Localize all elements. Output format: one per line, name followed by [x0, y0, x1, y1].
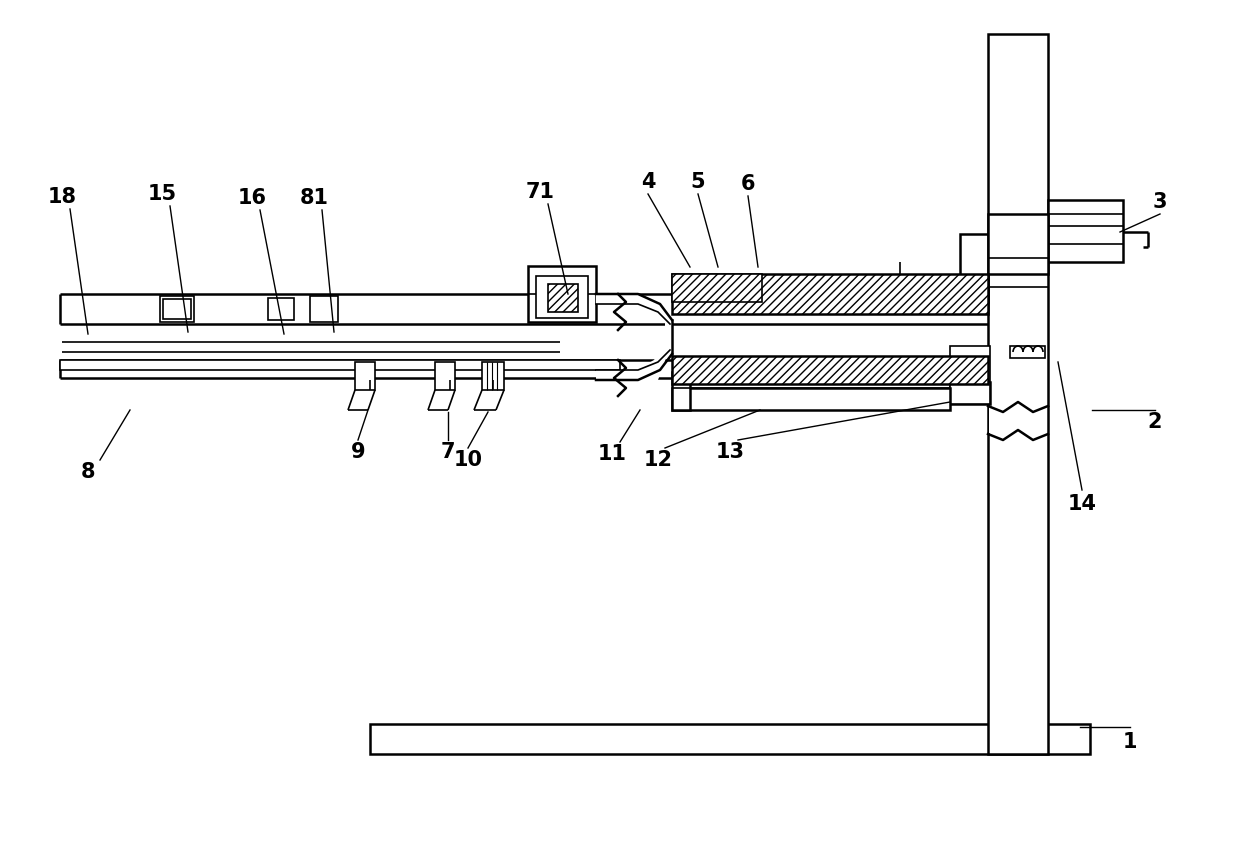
Text: 8: 8: [81, 462, 95, 482]
Bar: [960, 347, 988, 387]
Text: 12: 12: [644, 450, 672, 470]
Bar: [990, 406, 1047, 433]
Text: 15: 15: [148, 184, 176, 204]
Bar: [435, 362, 455, 390]
Text: 4: 4: [641, 172, 655, 192]
Text: 9: 9: [351, 442, 366, 462]
Bar: [672, 274, 988, 314]
Bar: [672, 274, 763, 302]
Bar: [672, 372, 689, 410]
Bar: [482, 362, 503, 390]
Text: 3: 3: [1153, 192, 1167, 212]
Bar: [268, 298, 294, 320]
Text: 81: 81: [300, 188, 329, 208]
Bar: [960, 234, 988, 302]
Bar: [355, 362, 374, 390]
Text: 5: 5: [691, 172, 706, 192]
Text: 2: 2: [1148, 412, 1162, 432]
Text: 1: 1: [1122, 732, 1137, 752]
Text: 6: 6: [740, 174, 755, 194]
Bar: [950, 346, 990, 404]
Bar: [672, 356, 988, 384]
Text: 18: 18: [47, 187, 77, 207]
Text: 10: 10: [454, 450, 482, 470]
Bar: [310, 296, 339, 322]
Bar: [60, 360, 620, 370]
Bar: [160, 296, 193, 322]
Polygon shape: [596, 294, 672, 380]
Bar: [528, 266, 596, 322]
Bar: [988, 214, 1048, 274]
Bar: [672, 388, 950, 410]
Bar: [950, 382, 990, 404]
Bar: [1011, 346, 1045, 358]
Bar: [988, 34, 1048, 754]
Text: 11: 11: [598, 444, 626, 464]
Text: 7: 7: [440, 442, 455, 462]
Bar: [162, 299, 191, 319]
Text: 16: 16: [238, 188, 267, 208]
Bar: [1048, 200, 1123, 262]
Text: 13: 13: [715, 442, 744, 462]
Text: 14: 14: [1068, 494, 1096, 514]
Bar: [370, 724, 1090, 754]
Bar: [548, 284, 578, 312]
Bar: [536, 276, 588, 318]
Text: 71: 71: [526, 182, 554, 202]
